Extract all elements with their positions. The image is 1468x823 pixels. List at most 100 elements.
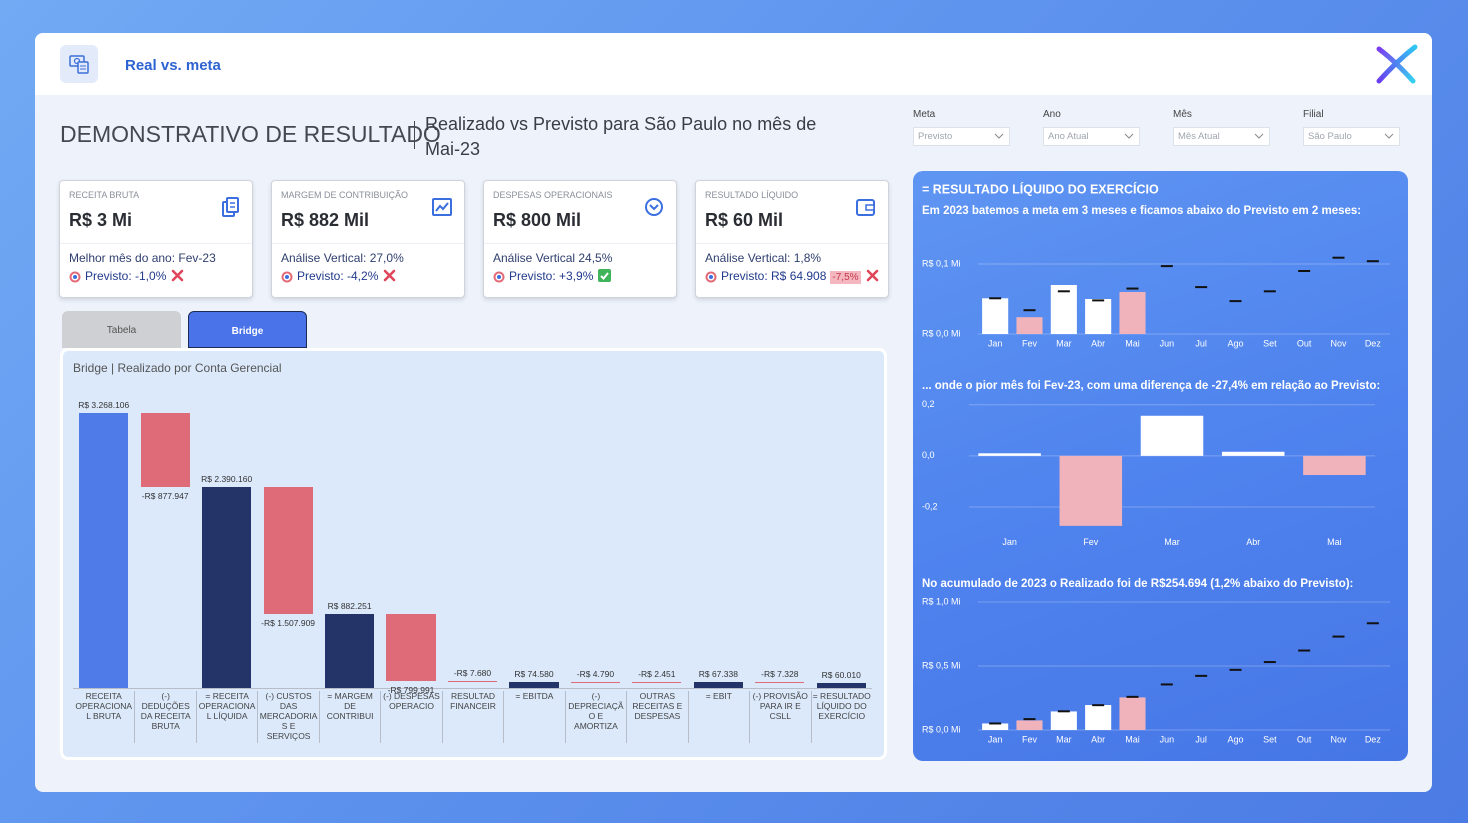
bridge-bar	[693, 682, 743, 688]
x-tick-label: Nov	[1330, 338, 1347, 348]
bridge-value-label: -R$ 7.328	[761, 669, 799, 680]
bridge-category-label: = RESULTADO LÍQUIDO DO EXERCÍCIO	[810, 691, 872, 743]
x-tick-label: Jan	[1002, 537, 1017, 547]
status-icon-box	[598, 269, 612, 285]
kpi-icon	[432, 198, 452, 216]
bridge-category-label: = MARGEM DE CONTRIBUI	[318, 691, 380, 743]
filter-dropdown[interactable]: Mês Atual	[1173, 127, 1270, 146]
bridge-category-label: = EBITDA	[503, 691, 564, 743]
filter-dropdown[interactable]: Previsto	[913, 127, 1010, 146]
x-tick-label: Jul	[1195, 338, 1207, 348]
app-icon[interactable]	[60, 45, 98, 83]
y-tick-label: R$ 1,0 Mi	[922, 596, 961, 606]
bar	[1119, 697, 1146, 730]
x-tick-label: Mai	[1125, 338, 1140, 348]
status-icon-box	[866, 269, 879, 285]
bridge-bar	[202, 486, 252, 688]
filter-value: São Paulo	[1308, 131, 1352, 142]
bridge-category-label: (-) DESPESAS OPERACIO	[380, 691, 441, 743]
bridge-bar	[140, 413, 190, 487]
x-tick-label: Jun	[1160, 338, 1175, 348]
kpi-separator	[272, 243, 464, 244]
bridge-value-label: -R$ 2.451	[638, 669, 676, 680]
top-bar: Real vs. meta	[35, 33, 1432, 95]
filter-label: Meta	[913, 109, 936, 120]
tab[interactable]: Tabela	[62, 311, 181, 348]
bridge-category-label: RESULTAD FINANCEIR	[441, 691, 503, 743]
status-icon-box	[171, 269, 184, 285]
bridge-bar	[324, 613, 375, 688]
kpi-separator	[484, 243, 676, 244]
filter-dropdown[interactable]: Ano Atual	[1043, 127, 1140, 146]
baseline	[73, 688, 872, 689]
kpi-card: DESPESAS OPERACIONAIS R$ 800 Mil Análise V…	[483, 180, 677, 298]
bar	[982, 723, 1009, 730]
kpi-card: RECEITA BRUTA R$ 3 Mi Melhor mês do ano: F…	[59, 180, 253, 298]
bridge-value-label: R$ 3.268.106	[78, 400, 130, 410]
kpi-separator	[60, 243, 252, 244]
y-tick-label: R$ 0,5 Mi	[922, 660, 961, 670]
tab[interactable]: Bridge	[188, 311, 307, 348]
target-icon	[493, 271, 505, 283]
x-tick-label: Mar	[1164, 537, 1180, 547]
bridge-value-label: -R$ 4.790	[576, 668, 615, 679]
x-tick-label: Ago	[1227, 338, 1243, 348]
x-tick-label: Abr	[1091, 338, 1105, 348]
chevron	[994, 133, 1004, 139]
target-icon-box	[705, 270, 717, 288]
bar	[1050, 711, 1077, 730]
x-tick-label: Dez	[1365, 734, 1382, 744]
filter-dropdown[interactable]: São Paulo	[1303, 127, 1400, 146]
bridge-value-label: R$ 2.390.160	[201, 473, 253, 484]
filter-label: Filial	[1303, 109, 1324, 120]
bridge-value-label: -R$ 7.680	[453, 668, 492, 679]
bar	[1119, 291, 1146, 334]
x-tick-label: Set	[1263, 338, 1277, 348]
bridge-bar	[755, 682, 805, 684]
kpi-value: R$ 800 Mil	[493, 210, 582, 230]
kpi-vs-target: Previsto: -1,0%	[85, 269, 184, 285]
chart-subtitle: ... onde o pior mês foi Fev-23, com uma …	[922, 380, 1380, 392]
bridge-bar	[509, 681, 559, 688]
filter-label: Mês	[1173, 109, 1192, 120]
app-icon-glyph	[69, 55, 89, 74]
y-tick-label: 0,2	[922, 399, 935, 409]
target-icon	[705, 271, 717, 283]
vs-target-text: Previsto: -4,2%	[297, 269, 379, 283]
y-tick-label: R$ 0,1 Mi	[922, 258, 961, 268]
x-tick-label: Mai	[1327, 537, 1342, 547]
bridge-value-label: -R$ 1.507.909	[261, 617, 316, 628]
logo	[1376, 44, 1418, 84]
filter-label: Ano	[1043, 109, 1061, 120]
kpi-card: MARGEM DE CONTRIBUIÇÃO R$ 882 Mil Análise …	[271, 180, 465, 298]
status-icon-box	[383, 269, 396, 285]
bridge-bar	[632, 682, 682, 684]
kpi-value: R$ 882 Mil	[281, 210, 370, 230]
bridge-value-label: R$ 60.010	[821, 669, 861, 680]
bar	[1050, 285, 1077, 334]
kpi-icon-box	[432, 197, 452, 222]
x-tick-label: Mar	[1056, 734, 1072, 744]
bridge-value-label: -R$ 877.947	[141, 490, 189, 501]
y-tick-label: -0,2	[922, 501, 938, 511]
bridge-bar	[570, 681, 620, 683]
x-tick-label: Jul	[1195, 734, 1207, 744]
chevron	[1384, 133, 1394, 139]
bridge-category-label: RECEITA OPERACIONAL BRUTA	[75, 691, 133, 721]
bridge-bar	[816, 682, 866, 688]
vs-target-text: Previsto: R$ 64.908	[721, 269, 827, 283]
kpi-icon-box	[220, 197, 240, 222]
bridge-category-label: OUTRAS RECEITAS E DESPESAS	[626, 691, 687, 743]
bridge-category-label: = EBIT	[687, 691, 749, 743]
panel-charts: = RESULTADO LÍQUIDO DO EXERCÍCIO Em 2023…	[922, 181, 1390, 744]
kpi-note: Análise Vertical 24,5%	[493, 251, 613, 265]
report-subtitle: Realizado vs Previsto para São Paulo no …	[425, 114, 817, 159]
bridge-category-label: (-) DEDUÇÕES DA RECEITA BRUTA	[134, 691, 195, 743]
kpi-label: RESULTADO LÍQUIDO	[705, 190, 799, 200]
chart-subtitle: No acumulado de 2023 o Realizado foi de …	[922, 578, 1353, 590]
title-separator	[414, 121, 415, 149]
filter-value: Ano Atual	[1048, 131, 1089, 142]
kpi-note: Melhor mês do ano: Fev-23	[69, 251, 216, 265]
kpi-icon	[222, 197, 239, 217]
x-tick-label: Dez	[1365, 338, 1382, 348]
